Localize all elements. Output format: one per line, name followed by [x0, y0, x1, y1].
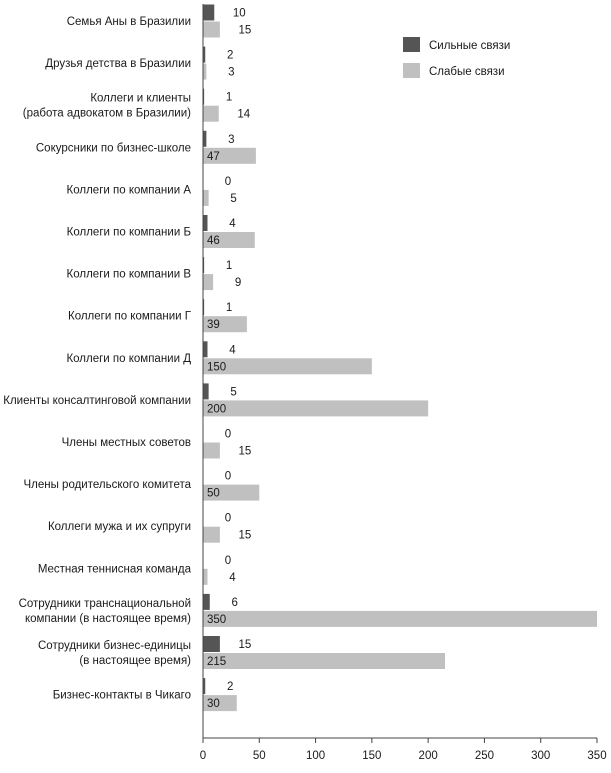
weak-tie-value-label: 15 [238, 530, 251, 542]
category-label: Местная теннисная команда [38, 563, 192, 575]
weak-tie-bar [203, 147, 256, 164]
weak-tie-value-label: 4 [229, 572, 236, 584]
x-axis-tick-label: 250 [475, 750, 494, 762]
category-label: Коллеги по компании А [67, 184, 192, 196]
strong-tie-value-label: 2 [227, 681, 233, 693]
weak-tie-bar [203, 568, 208, 585]
weak-tie-bar [203, 400, 429, 417]
weak-tie-value-label: 39 [207, 319, 220, 331]
strong-tie-bar [203, 593, 210, 610]
weak-tie-bar [203, 316, 247, 333]
x-axis-tick-label: 50 [253, 750, 266, 762]
weak-tie-bar [203, 610, 597, 627]
weak-tie-value-label: 15 [238, 446, 251, 458]
x-axis-tick-label: 0 [200, 750, 206, 762]
weak-tie-bar [203, 232, 255, 248]
strong-tie-value-label: 3 [228, 134, 234, 146]
strong-tie-value-label: 4 [229, 344, 236, 356]
strong-tie-value-label: 0 [225, 555, 231, 567]
strong-tie-bar [203, 257, 205, 274]
weak-tie-value-label: 46 [207, 235, 220, 247]
weak-tie-value-label: 3 [228, 67, 234, 79]
strong-tie-value-label: 0 [225, 429, 231, 441]
category-label: (работа адвокатом в Бразилии) [23, 108, 191, 120]
strong-tie-value-label: 4 [229, 218, 236, 230]
category-label: Сокурсники по бизнес-школе [36, 142, 191, 154]
weak-tie-value-label: 15 [238, 25, 251, 37]
weak-tie-bar [203, 189, 209, 206]
category-label: Сотрудники транснациональной [19, 598, 191, 610]
legend-label-weak: Слабые связи [429, 66, 505, 78]
weak-tie-value-label: 215 [207, 656, 226, 668]
strong-tie-value-label: 0 [225, 471, 231, 483]
weak-tie-bar [203, 484, 260, 501]
strong-tie-bar [203, 341, 208, 358]
strong-tie-value-label: 1 [226, 92, 232, 104]
strong-tie-bar [203, 678, 206, 695]
weak-tie-bar [203, 442, 220, 459]
category-label: Коллеги и клиенты [90, 93, 191, 105]
weak-tie-bar [203, 21, 220, 38]
x-axis-tick-label: 200 [419, 750, 438, 762]
category-label: Коллеги по компании Г [68, 311, 192, 323]
weak-tie-value-label: 350 [207, 614, 226, 626]
category-label: (в настоящее время) [79, 655, 191, 667]
strong-tie-bar [203, 46, 206, 63]
strong-tie-bar [203, 383, 209, 400]
strong-tie-bar [203, 130, 207, 147]
strong-tie-value-label: 2 [227, 50, 233, 62]
category-label: Коллеги по компании В [67, 269, 192, 281]
weak-tie-value-label: 47 [207, 151, 220, 163]
weak-tie-bar [203, 653, 446, 669]
weak-tie-value-label: 150 [207, 361, 226, 373]
category-label: Клиенты консалтинговой компании [3, 395, 191, 407]
weak-tie-value-label: 50 [207, 488, 220, 500]
category-label: Бизнес-контакты в Чикаго [53, 690, 191, 702]
weak-tie-value-label: 200 [207, 403, 226, 415]
strong-tie-value-label: 1 [226, 260, 232, 272]
strong-tie-value-label: 0 [225, 176, 231, 188]
weak-tie-bar [203, 105, 219, 122]
strong-tie-value-label: 15 [238, 639, 251, 651]
strong-tie-value-label: 0 [225, 513, 231, 525]
weak-tie-bar [203, 526, 220, 543]
category-label: Члены местных советов [62, 437, 191, 449]
weak-tie-bar [203, 358, 372, 375]
weak-tie-value-label: 9 [235, 277, 241, 289]
weak-tie-value-label: 14 [237, 109, 250, 121]
strong-tie-value-label: 10 [233, 8, 246, 20]
category-label: компании (в настоящее время) [25, 613, 191, 625]
strong-tie-value-label: 5 [230, 386, 236, 398]
category-label: Сотрудники бизнес-единицы [38, 640, 191, 652]
strong-tie-value-label: 1 [226, 302, 232, 314]
legend-swatch-weak [403, 63, 420, 78]
x-axis-tick-label: 350 [587, 750, 606, 762]
legend-label-strong: Сильные связи [429, 40, 510, 52]
weak-tie-value-label: 5 [230, 193, 236, 205]
strong-tie-bar [203, 636, 220, 652]
category-label: Члены родительского комитета [23, 479, 191, 491]
weak-tie-bar [203, 274, 214, 291]
weak-tie-value-label: 30 [207, 698, 220, 710]
category-label: Коллеги по компании Б [67, 227, 191, 239]
strong-tie-bar [203, 215, 208, 231]
category-label: Семья Аны в Бразилии [67, 16, 191, 28]
strong-tie-value-label: 6 [232, 597, 238, 609]
category-label: Коллеги по компании Д [66, 353, 191, 365]
strong-tie-bar [203, 299, 205, 316]
category-label: Коллеги мужа и их супруги [48, 521, 191, 533]
strong-tie-bar [203, 4, 215, 21]
x-axis-tick-label: 300 [531, 750, 550, 762]
weak-tie-bar [203, 695, 237, 712]
category-label: Друзья детства в Бразилии [45, 58, 191, 70]
x-axis-tick-label: 100 [306, 750, 325, 762]
x-axis-tick-label: 150 [362, 750, 381, 762]
strong-tie-bar [203, 88, 205, 105]
weak-tie-bar [203, 63, 207, 80]
legend-swatch-strong [403, 37, 420, 52]
